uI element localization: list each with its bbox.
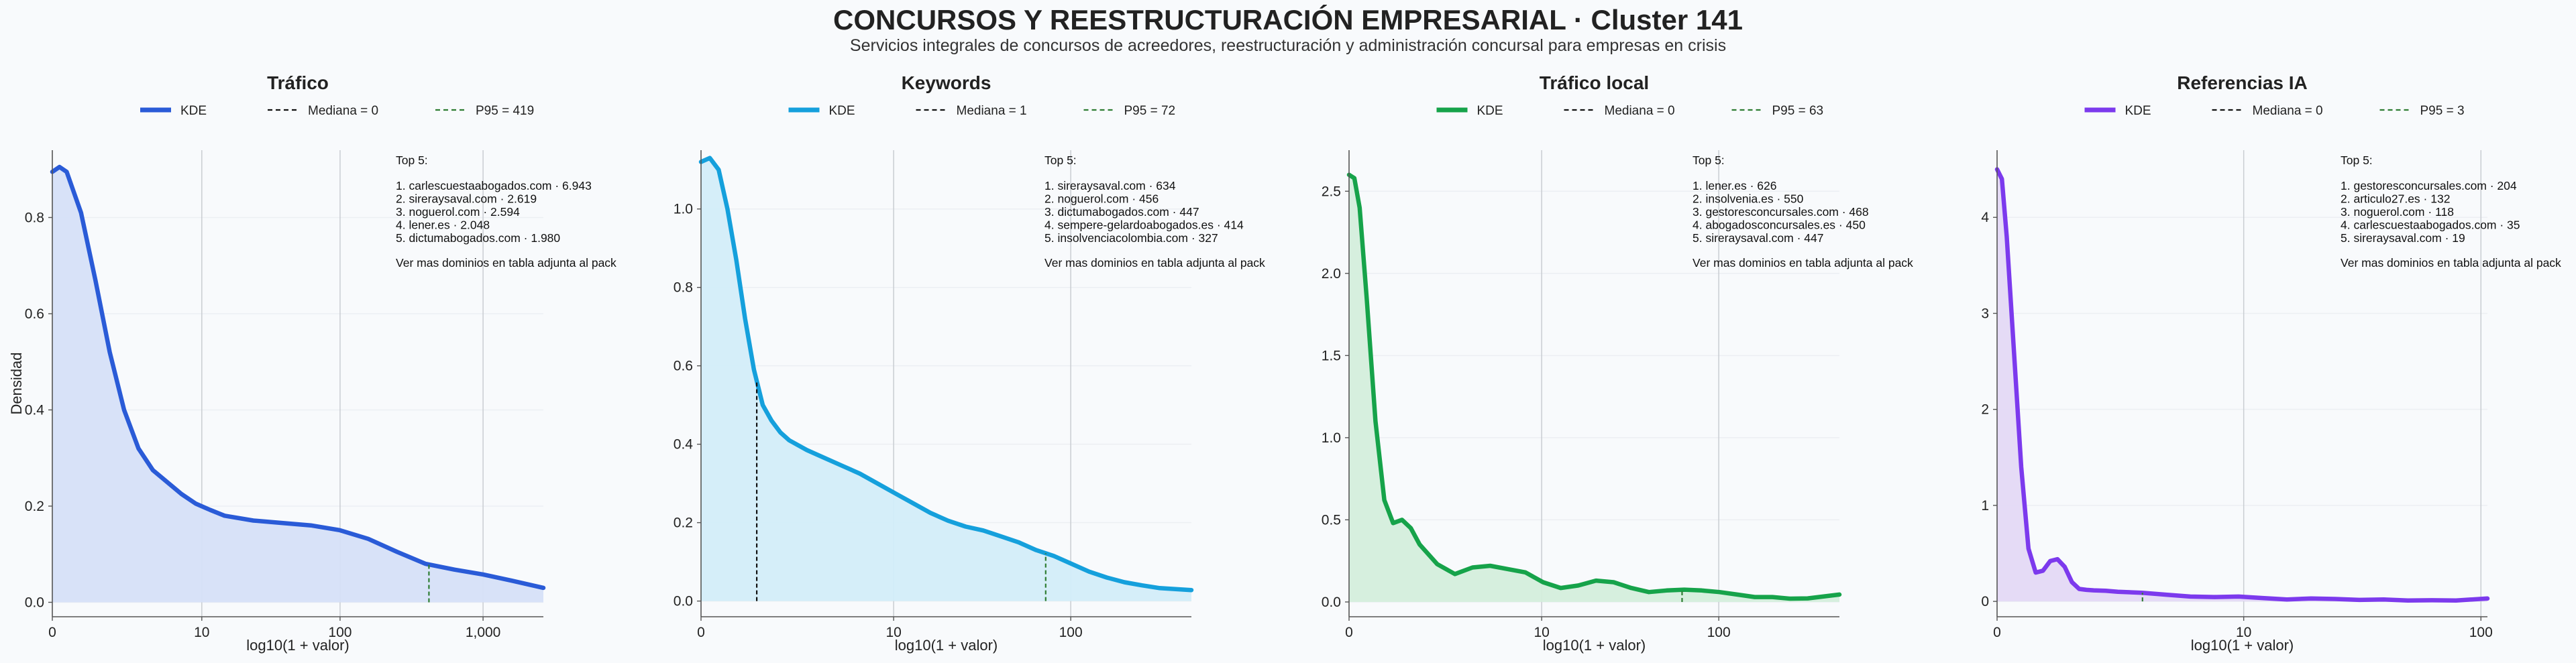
x-tick-label: 100 — [1707, 625, 1731, 640]
figure-title: CONCURSOS Y REESTRUCTURACIÓN EMPRESARIAL… — [833, 4, 1743, 36]
x-tick-label: 100 — [1059, 625, 1083, 640]
x-tick-label: 0 — [697, 625, 705, 640]
annotation-item: 1. carlescuestaabogados.com · 6.943 — [396, 179, 592, 192]
annotation-item: 2. noguerol.com · 456 — [1044, 192, 1159, 206]
annotation-item: 2. insolvenia.es · 550 — [1693, 192, 1804, 206]
x-tick-label: 10 — [885, 625, 901, 640]
legend-label-1: KDE — [829, 104, 855, 118]
legend-label-2: Mediana = 0 — [1605, 104, 1675, 118]
legend-label-1: KDE — [2125, 104, 2151, 118]
y-tick-label: 0.4 — [25, 402, 45, 418]
chart-panel-1: Tráfico KDE Mediana = 0 P95 = 419 0.0 0.2 0.4 0… — [8, 72, 616, 654]
annotation-heading: Top 5: — [1044, 154, 1077, 167]
kde-line — [698, 156, 1194, 593]
x-axis-label: log10(1 + valor) — [246, 637, 349, 654]
x-axis-label: log10(1 + valor) — [895, 637, 998, 654]
annotation-item: 1. lener.es · 626 — [1693, 179, 1777, 192]
legend-label-3: P95 = 3 — [2420, 104, 2465, 118]
legend-label-1: KDE — [180, 104, 207, 118]
y-tick-label: 3 — [1981, 306, 1989, 321]
annotation-item: 5. dictumabogados.com · 1.980 — [396, 231, 560, 245]
y-tick-label: 0.0 — [25, 595, 44, 610]
x-tick-label: 0 — [1345, 625, 1353, 640]
y-tick-label: 1.0 — [1322, 430, 1341, 446]
x-tick-label: 0 — [1993, 625, 2001, 640]
y-tick-label: 0.5 — [1322, 512, 1341, 528]
y-tick-label: 0.0 — [674, 594, 693, 609]
kde-area — [1349, 174, 1839, 602]
y-tick-label: 1.0 — [674, 202, 693, 217]
kde-area — [701, 158, 1191, 601]
y-tick-label: 0.0 — [1322, 595, 1341, 610]
panel-title: Referencias IA — [2177, 72, 2308, 93]
annotation-item: 3. dictumabogados.com · 447 — [1044, 205, 1199, 219]
annotation-footer: Ver mas dominios en tabla adjunta al pac… — [2341, 256, 2561, 269]
legend-label-3: P95 = 63 — [1772, 104, 1824, 118]
y-tick-label: 0.8 — [674, 280, 693, 296]
annotation-heading: Top 5: — [1693, 154, 1725, 167]
kde-line — [1346, 172, 1842, 601]
chart-panel-4: Referencias IA KDE Mediana = 0 P95 = 3 0 1 2 3 4… — [1981, 72, 2561, 654]
y-tick-label: 2 — [1981, 402, 1989, 418]
y-tick-label: 4 — [1981, 210, 1989, 225]
legend-label-1: KDE — [1477, 104, 1503, 118]
kde-area — [52, 167, 543, 603]
y-tick-label: 2.0 — [1322, 266, 1341, 282]
y-tick-label: 0.6 — [674, 359, 693, 374]
legend-label-2: Mediana = 1 — [957, 104, 1027, 118]
annotation-item: 1. gestoresconcursales.com · 204 — [2341, 179, 2517, 192]
annotation-item: 1. sireraysaval.com · 634 — [1044, 179, 1176, 192]
x-tick-label: 10 — [1534, 625, 1549, 640]
y-tick-label: 0.8 — [25, 210, 44, 225]
legend-label-2: Mediana = 0 — [308, 104, 378, 118]
kde-line — [50, 164, 546, 591]
annotation-item: 4. lener.es · 2.048 — [396, 219, 490, 232]
annotation-footer: Ver mas dominios en tabla adjunta al pac… — [1044, 256, 1265, 269]
annotation-item: 3. noguerol.com · 2.594 — [396, 205, 520, 219]
y-tick-label: 1.5 — [1322, 348, 1341, 363]
annotation-item: 2. sireraysaval.com · 2.619 — [396, 192, 537, 206]
annotation-footer: Ver mas dominios en tabla adjunta al pac… — [396, 256, 616, 269]
annotation-item: 2. articulo27.es · 132 — [2341, 192, 2450, 206]
legend-label-2: Mediana = 0 — [2253, 104, 2323, 118]
x-tick-label: 10 — [194, 625, 209, 640]
annotation-footer: Ver mas dominios en tabla adjunta al pac… — [1693, 256, 1913, 269]
annotation-item: 5. insolvenciacolombia.com · 327 — [1044, 231, 1218, 245]
y-axis-label: Densidad — [8, 353, 25, 415]
legend-label-3: P95 = 72 — [1124, 104, 1176, 118]
x-axis-label: log10(1 + valor) — [1543, 637, 1646, 654]
panel-title: Keywords — [902, 72, 991, 93]
annotation-item: 5. sireraysaval.com · 447 — [1693, 231, 1824, 245]
chart-panel-3: Tráfico local KDE Mediana = 0 P95 = 63 0.0 0.… — [1322, 72, 1913, 654]
panel-title: Tráfico — [267, 72, 329, 93]
x-axis-label: log10(1 + valor) — [2191, 637, 2294, 654]
y-tick-label: 0 — [1981, 594, 1989, 609]
y-tick-label: 0.6 — [25, 306, 44, 322]
panel-title: Tráfico local — [1540, 72, 1649, 93]
annotation-item: 4. abogadosconcursales.es · 450 — [1693, 219, 1866, 232]
annotation-item: 4. sempere-gelardoabogados.es · 414 — [1044, 219, 1244, 232]
annotation-item: 5. sireraysaval.com · 19 — [2341, 231, 2465, 245]
y-tick-label: 0.2 — [674, 516, 693, 531]
legend-label-3: P95 = 419 — [476, 104, 534, 118]
annotation-heading: Top 5: — [2341, 154, 2373, 167]
y-tick-label: 1 — [1981, 498, 1989, 514]
kde-line — [1994, 167, 2490, 603]
figure-subtitle: Servicios integrales de concursos de acr… — [849, 36, 1727, 55]
y-tick-label: 0.4 — [674, 437, 694, 453]
x-tick-label: 1,000 — [466, 625, 501, 640]
y-tick-label: 2.5 — [1322, 184, 1341, 199]
annotation-heading: Top 5: — [396, 154, 428, 167]
x-tick-label: 100 — [2469, 625, 2493, 640]
annotation-item: 4. carlescuestaabogados.com · 35 — [2341, 219, 2520, 232]
x-tick-label: 10 — [2236, 625, 2251, 640]
annotation-item: 3. gestoresconcursales.com · 468 — [1693, 205, 1869, 219]
chart-panel-2: Keywords KDE Mediana = 1 P95 = 72 0.0 0.2 0.4 0… — [674, 72, 1265, 654]
annotation-item: 3. noguerol.com · 118 — [2341, 205, 2454, 219]
x-tick-label: 0 — [48, 625, 56, 640]
y-tick-label: 0.2 — [25, 499, 44, 514]
x-tick-label: 100 — [328, 625, 352, 640]
